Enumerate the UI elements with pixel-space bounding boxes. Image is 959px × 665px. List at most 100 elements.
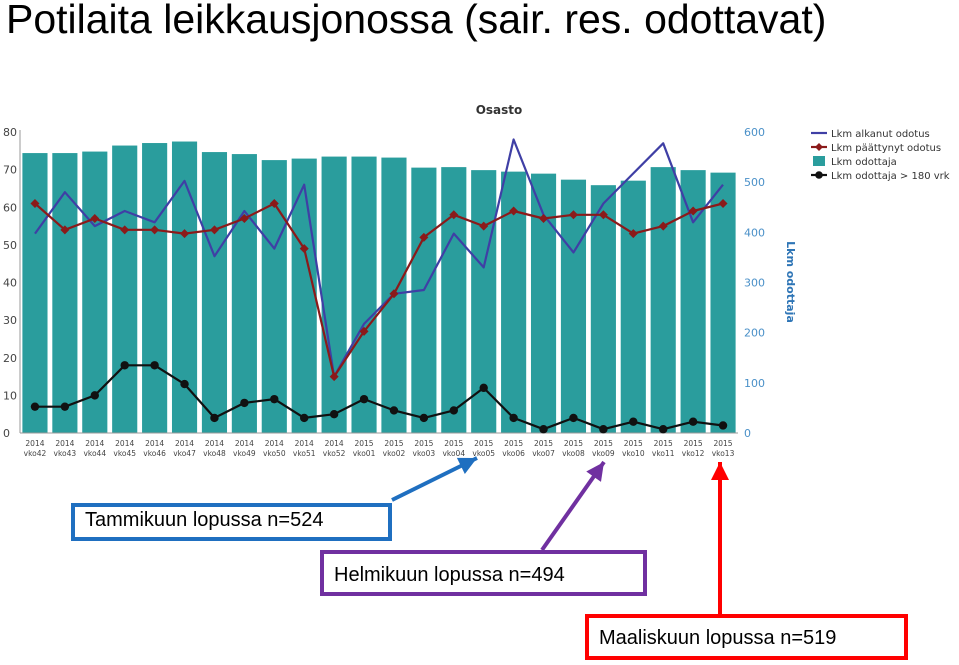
data-point-circle (60, 402, 70, 411)
x-tick-label-year: 2014 (295, 439, 314, 448)
data-point-diamond (598, 210, 608, 220)
bar (142, 143, 168, 433)
x-tick-label-year: 2014 (235, 439, 254, 448)
x-tick-label-year: 2015 (713, 439, 732, 448)
y-axis-label-right: Lkm odottaja (784, 241, 797, 323)
x-tick-label-week: vko48 (203, 449, 226, 458)
y-tick-label-left: 10 (3, 389, 17, 402)
data-point-circle (210, 413, 219, 423)
data-point-circle (300, 413, 309, 423)
bar (231, 154, 257, 433)
x-tick-label-week: vko44 (83, 449, 106, 458)
data-point-diamond (389, 289, 399, 299)
y-tick-label-left: 50 (3, 239, 17, 252)
data-point-diamond (658, 221, 668, 231)
x-tick-label-week: vko05 (472, 449, 495, 458)
x-tick-label-week: vko51 (293, 449, 316, 458)
bar (710, 172, 736, 433)
data-point-diamond (509, 206, 519, 216)
series-line (35, 364, 724, 431)
x-tick-label-year: 2014 (115, 439, 134, 448)
data-point-circle (539, 425, 548, 434)
data-point-diamond (329, 372, 339, 382)
data-point-diamond (479, 221, 489, 231)
x-tick-label-week: vko11 (652, 449, 675, 458)
bar (441, 167, 467, 433)
axes-layer: Osasto 0 10 20 30 40 50 60 70 80 0 100 200 300 400 500 6… (3, 103, 797, 458)
callout-march: Maaliskuun lopussa n=519 (585, 614, 908, 660)
data-point-diamond (60, 225, 70, 235)
legend: Lkm alkanut odotus Lkm päättynyt odotus Lk… (811, 129, 950, 182)
callout-arrow-head (586, 462, 604, 482)
y-tick-label-right: 500 (744, 176, 765, 189)
x-tick-label-week: vko42 (24, 449, 47, 458)
data-point-diamond (359, 326, 369, 336)
data-point-diamond (209, 225, 219, 235)
data-point-circle (329, 409, 339, 419)
y-tick-label-left: 70 (3, 164, 17, 177)
data-point-diamond (299, 244, 309, 254)
data-point-circle (30, 402, 40, 411)
x-tick-label-year: 2014 (325, 439, 344, 448)
x-tick-label-year: 2015 (384, 439, 403, 448)
bar (52, 153, 78, 433)
data-point-circle (359, 394, 369, 404)
bar (590, 185, 616, 433)
bar (22, 153, 48, 433)
x-tick-label-year: 2015 (444, 439, 463, 448)
data-point-circle (569, 413, 578, 423)
y-tick-label-right: 0 (744, 427, 751, 440)
x-tick-label-week: vko52 (323, 449, 346, 458)
data-point-diamond (120, 225, 130, 235)
data-point-circle (449, 406, 458, 415)
x-tick-label-week: vko47 (173, 449, 196, 458)
x-tick-label-year: 2014 (25, 439, 44, 448)
x-tick-label-year: 2015 (684, 439, 703, 448)
data-point-diamond (180, 229, 190, 239)
data-point-diamond (150, 225, 160, 235)
x-tick-label-year: 2015 (594, 439, 613, 448)
x-tick-label-year: 2015 (534, 439, 553, 448)
slide-title: Potilaita leikkausjonossa (sair. res. od… (6, 0, 827, 42)
legend-entry: Lkm alkanut odotus (831, 129, 930, 140)
bar (201, 152, 228, 434)
data-point-diamond (718, 198, 728, 208)
x-tick-label-week: vko03 (413, 449, 436, 458)
data-point-circle (90, 391, 99, 400)
y-tick-label-left: 40 (3, 277, 17, 290)
bars-layer (22, 141, 736, 434)
legend-entry: Lkm päättynyt odotus (831, 143, 941, 154)
bar (411, 167, 437, 433)
x-tick-label-year: 2015 (624, 439, 643, 448)
x-tick-label-year: 2015 (504, 439, 523, 448)
y-tick-label-left: 20 (3, 352, 17, 365)
legend-marker (815, 143, 823, 151)
data-point-circle (240, 398, 249, 408)
x-tick-label-week: vko45 (113, 449, 136, 458)
data-point-circle (599, 425, 608, 434)
bar (321, 156, 347, 433)
data-point-diamond (568, 210, 578, 220)
callout-arrows (391, 456, 729, 614)
bar (112, 145, 138, 434)
callout-january: Tammikuun lopussa n=524 (71, 503, 392, 541)
x-tick-label-year: 2015 (654, 439, 673, 448)
data-point-circle (629, 417, 638, 426)
x-tick-label-year: 2015 (564, 439, 583, 448)
y-tick-label-left: 0 (3, 427, 10, 440)
x-tick-label-year: 2014 (145, 439, 164, 448)
x-tick-label-week: vko46 (143, 449, 166, 458)
y-tick-label-left: 30 (3, 314, 17, 327)
x-tick-label-week: vko43 (54, 449, 77, 458)
data-point-circle (180, 379, 189, 389)
x-tick-label-week: vko02 (383, 449, 406, 458)
series-line (34, 202, 724, 378)
data-point-circle (479, 383, 488, 393)
legend-entry: Lkm odottaja (831, 157, 897, 168)
data-point-diamond (30, 198, 40, 208)
data-point-circle (270, 394, 279, 404)
data-point-diamond (449, 210, 459, 220)
data-point-diamond (90, 214, 100, 224)
x-tick-label-week: vko10 (622, 449, 645, 458)
